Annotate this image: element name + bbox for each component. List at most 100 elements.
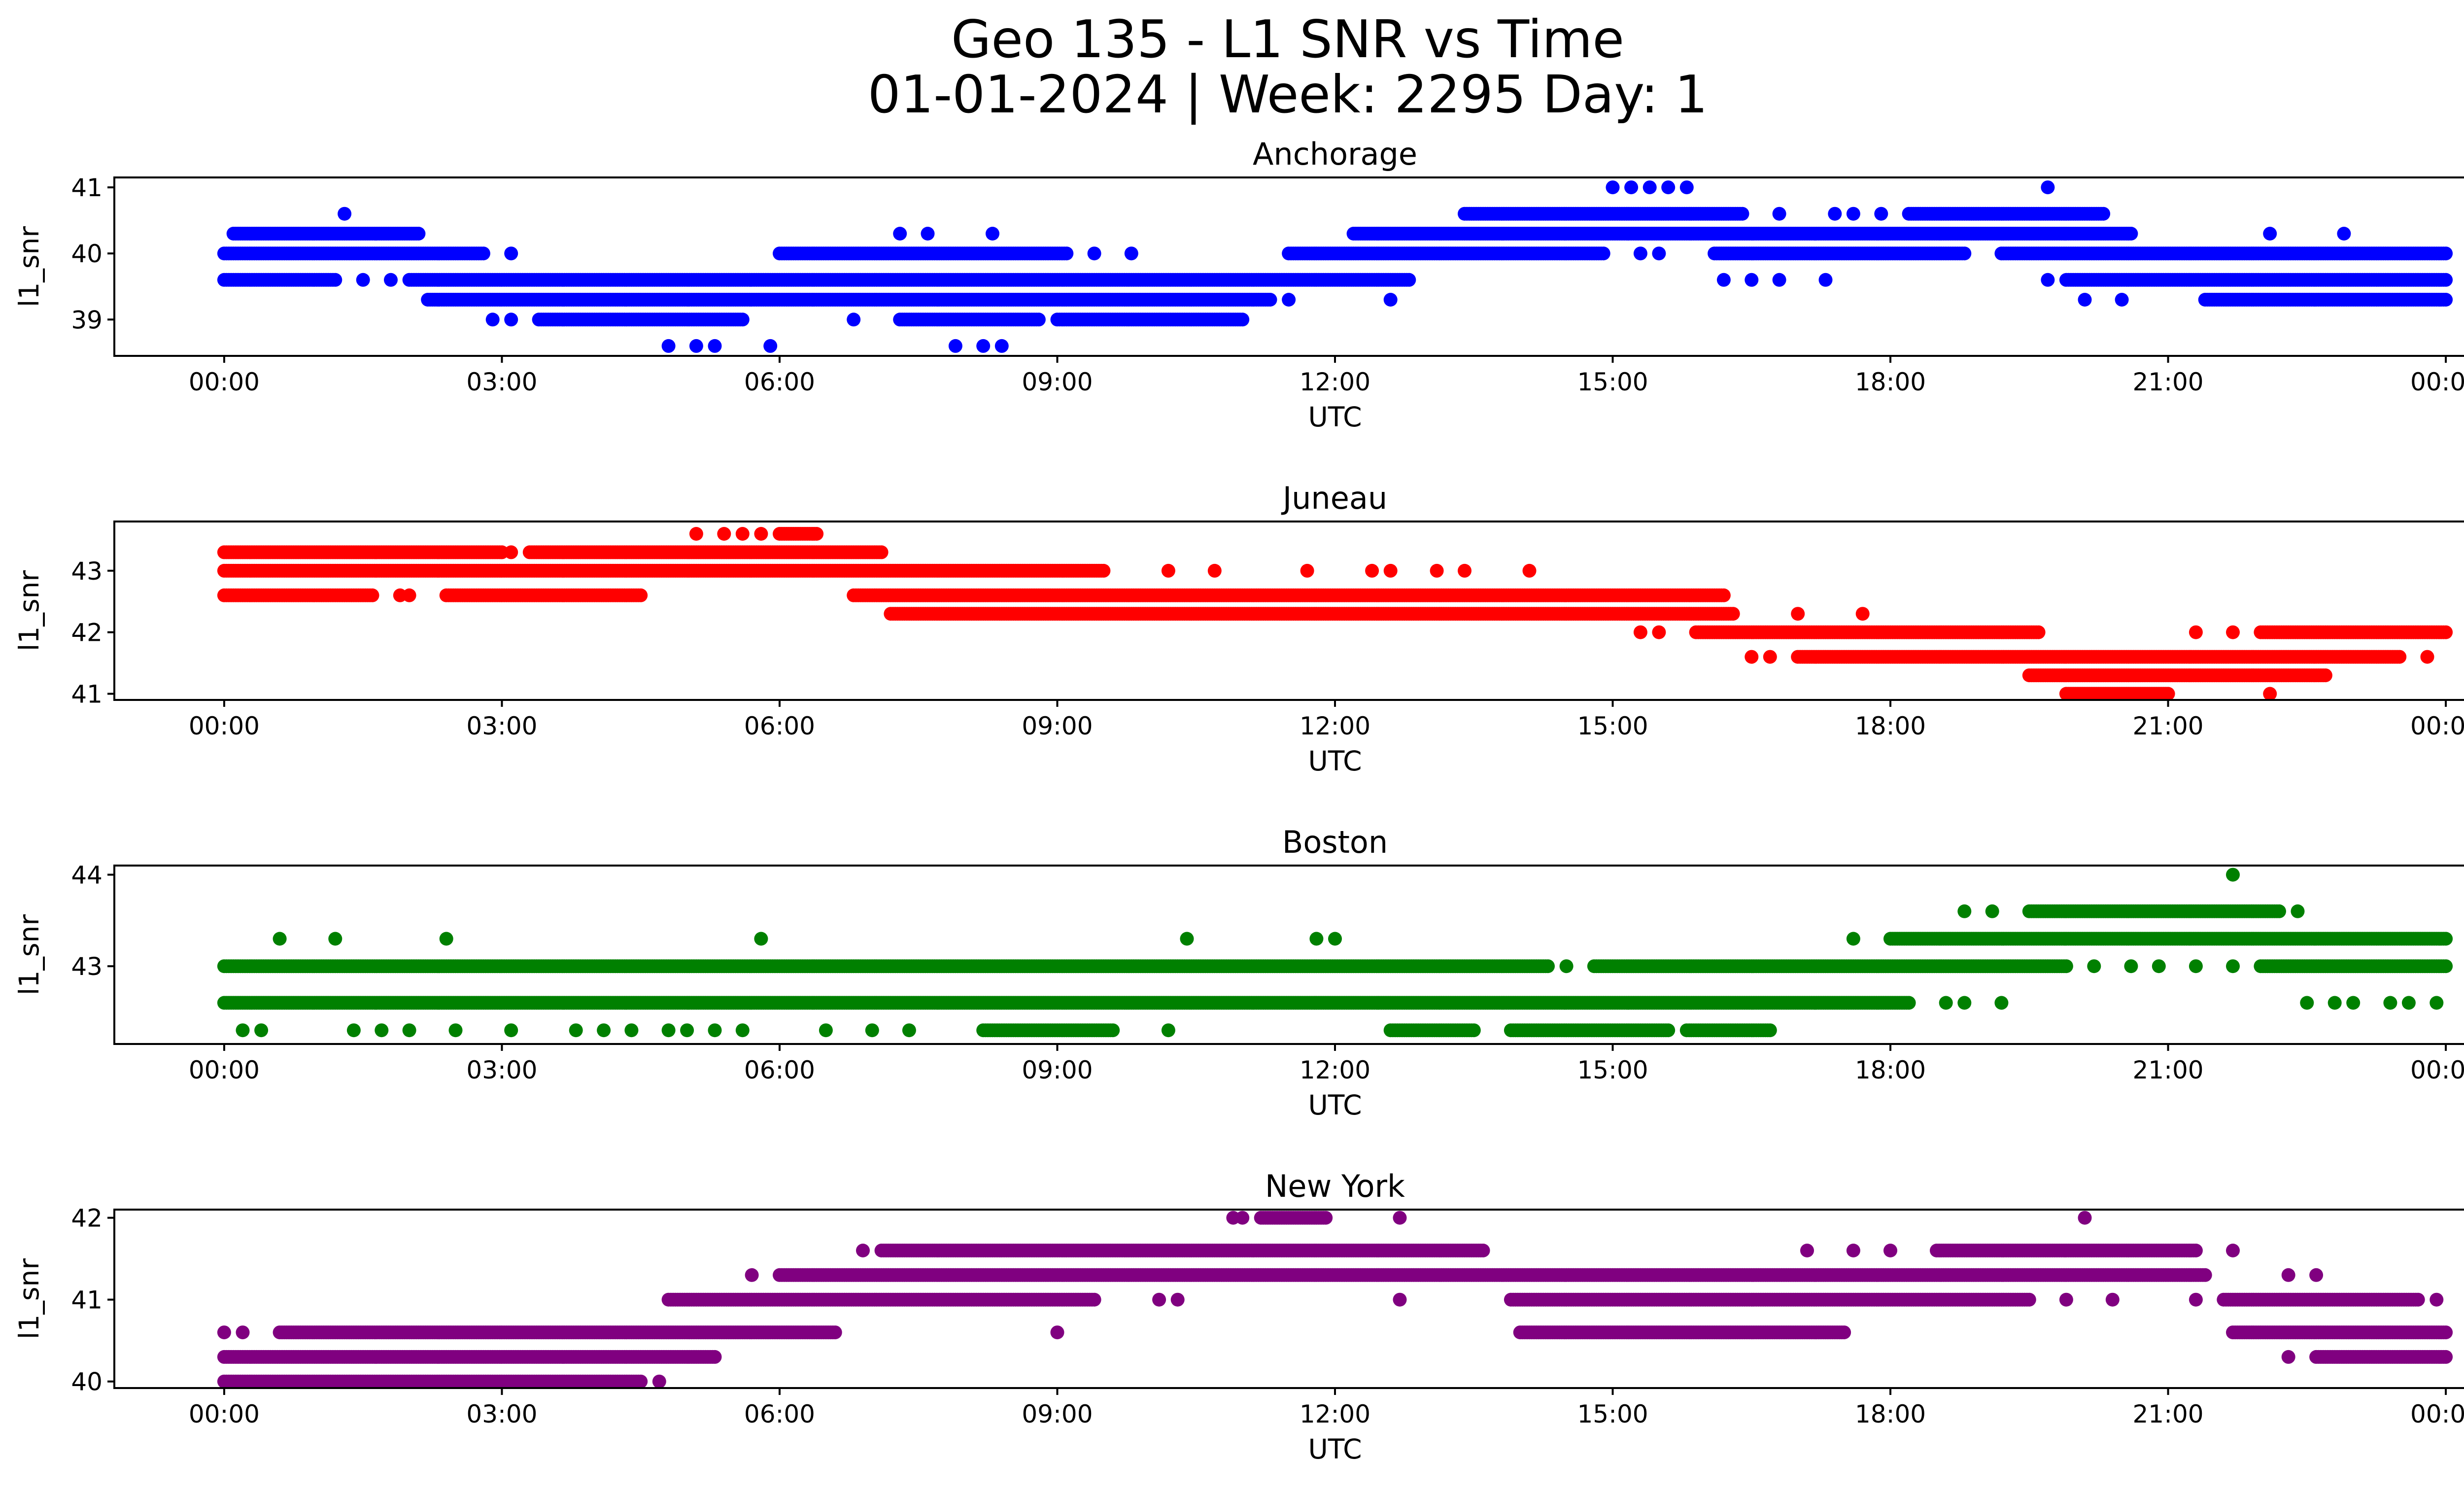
data-point-anchorage xyxy=(763,339,778,353)
x-tick-label: 00:00 xyxy=(2410,712,2464,740)
x-tick-label: 00:00 xyxy=(189,368,260,396)
x-tick-label: 03:00 xyxy=(466,368,537,396)
figure-subtitle: 01-01-2024 | Week: 2295 Day: 1 xyxy=(867,65,1708,125)
data-point-juneau xyxy=(689,527,703,541)
data-point-anchorage xyxy=(1383,293,1398,307)
data-point-juneau xyxy=(1207,563,1222,578)
x-tick-label: 15:00 xyxy=(1577,368,1648,396)
x-tick-label: 03:00 xyxy=(466,712,537,740)
data-point-anchorage xyxy=(2124,227,2138,241)
data-point-anchorage xyxy=(994,339,1009,353)
data-point-juneau xyxy=(2263,687,2277,701)
y-tick-label: 41 xyxy=(71,174,103,202)
data-point-anchorage xyxy=(1828,207,1842,221)
data-point-anchorage xyxy=(1772,207,1786,221)
data-point-anchorage xyxy=(948,339,962,353)
data-point-anchorage xyxy=(328,273,342,287)
data-point-anchorage xyxy=(2115,293,2129,307)
data-point-juneau xyxy=(1726,607,1740,621)
x-tick-label: 21:00 xyxy=(2133,368,2204,396)
data-point-anchorage xyxy=(338,207,352,221)
data-point-anchorage xyxy=(1624,180,1639,195)
data-point-juneau xyxy=(1096,563,1111,578)
plot-area-anchorage xyxy=(113,176,2464,357)
data-point-anchorage xyxy=(1235,313,1250,327)
data-point-juneau xyxy=(2161,687,2175,701)
data-point-juneau xyxy=(874,545,889,559)
data-point-anchorage xyxy=(2041,180,2055,195)
data-point-juneau xyxy=(504,545,518,559)
data-point-anchorage xyxy=(485,313,500,327)
data-point-juneau xyxy=(1745,650,1759,664)
x-tick-label: 21:00 xyxy=(2133,712,2204,740)
data-point-anchorage xyxy=(1124,246,1138,261)
data-point-juneau xyxy=(1633,625,1647,639)
data-point-anchorage xyxy=(986,227,999,241)
data-point-anchorage xyxy=(735,313,750,327)
x-tick-label: 12:00 xyxy=(1300,368,1370,396)
data-point-anchorage xyxy=(1282,293,1296,307)
data-point-anchorage xyxy=(893,227,907,241)
data-point-anchorage xyxy=(1957,246,1972,261)
x-tick-label: 12:00 xyxy=(1300,712,1370,740)
panel-juneau: 00:00 03:00 06:00 09:00 12:00 15:00 18:00 21:00… xyxy=(13,480,2464,777)
data-point-juneau xyxy=(810,527,824,541)
data-point-juneau xyxy=(1716,588,1731,602)
y-axis-label-anchorage: l1_snr xyxy=(13,226,45,307)
data-point-anchorage xyxy=(2439,273,2453,287)
data-point-anchorage xyxy=(661,339,676,353)
data-point-anchorage xyxy=(2439,293,2453,307)
data-point-juneau xyxy=(717,527,731,541)
data-point-anchorage xyxy=(1060,246,1074,261)
data-point-juneau xyxy=(1652,625,1666,639)
data-point-anchorage xyxy=(411,227,426,241)
x-tick-label: 06:00 xyxy=(744,368,815,396)
data-point-anchorage xyxy=(2078,293,2092,307)
data-point-anchorage xyxy=(689,339,703,353)
data-point-juneau xyxy=(1458,563,1472,578)
data-point-anchorage xyxy=(356,273,370,287)
data-point-juneau xyxy=(1300,563,1314,578)
data-point-juneau xyxy=(365,588,379,602)
data-point-juneau xyxy=(2318,668,2332,683)
data-point-anchorage xyxy=(921,227,935,241)
data-point-juneau xyxy=(2226,625,2240,639)
data-point-juneau xyxy=(1430,563,1444,578)
data-point-anchorage xyxy=(1031,313,1046,327)
data-point-juneau xyxy=(2393,650,2407,664)
data-point-anchorage xyxy=(1402,273,1416,287)
data-point-anchorage xyxy=(504,313,518,327)
panel-title-anchorage: Anchorage xyxy=(1253,136,1417,172)
data-point-juneau xyxy=(2439,625,2453,639)
y-tick-label: 40 xyxy=(71,240,103,268)
data-point-anchorage xyxy=(2096,207,2111,221)
data-point-juneau xyxy=(402,588,416,602)
data-point-anchorage xyxy=(1661,180,1676,195)
x-tick-label: 15:00 xyxy=(1577,712,1648,740)
data-point-anchorage xyxy=(1606,180,1620,195)
data-point-anchorage xyxy=(1772,273,1786,287)
data-point-anchorage xyxy=(1716,273,1731,287)
x-tick-label: 18:00 xyxy=(1855,368,1926,396)
data-point-anchorage xyxy=(1263,293,1277,307)
data-point-anchorage xyxy=(1596,246,1610,261)
data-point-juneau xyxy=(1791,607,1805,621)
x-tick-label: 09:00 xyxy=(1022,368,1093,396)
data-point-anchorage xyxy=(504,246,518,261)
data-point-anchorage xyxy=(1652,246,1666,261)
y-tick-label: 41 xyxy=(71,680,103,709)
data-point-anchorage xyxy=(1633,246,1647,261)
x-tick-label: 09:00 xyxy=(1022,712,1093,740)
data-point-juneau xyxy=(1161,563,1175,578)
data-point-anchorage xyxy=(847,313,861,327)
data-point-anchorage xyxy=(1087,246,1101,261)
data-point-anchorage xyxy=(384,273,398,287)
data-point-anchorage xyxy=(476,246,490,261)
data-point-juneau xyxy=(2189,625,2203,639)
data-point-anchorage xyxy=(976,339,991,353)
data-point-anchorage xyxy=(1874,207,1888,221)
data-point-juneau xyxy=(1855,607,1870,621)
data-point-anchorage xyxy=(1846,207,1860,221)
y-tick-label: 39 xyxy=(71,306,103,334)
data-point-juneau xyxy=(1383,563,1398,578)
